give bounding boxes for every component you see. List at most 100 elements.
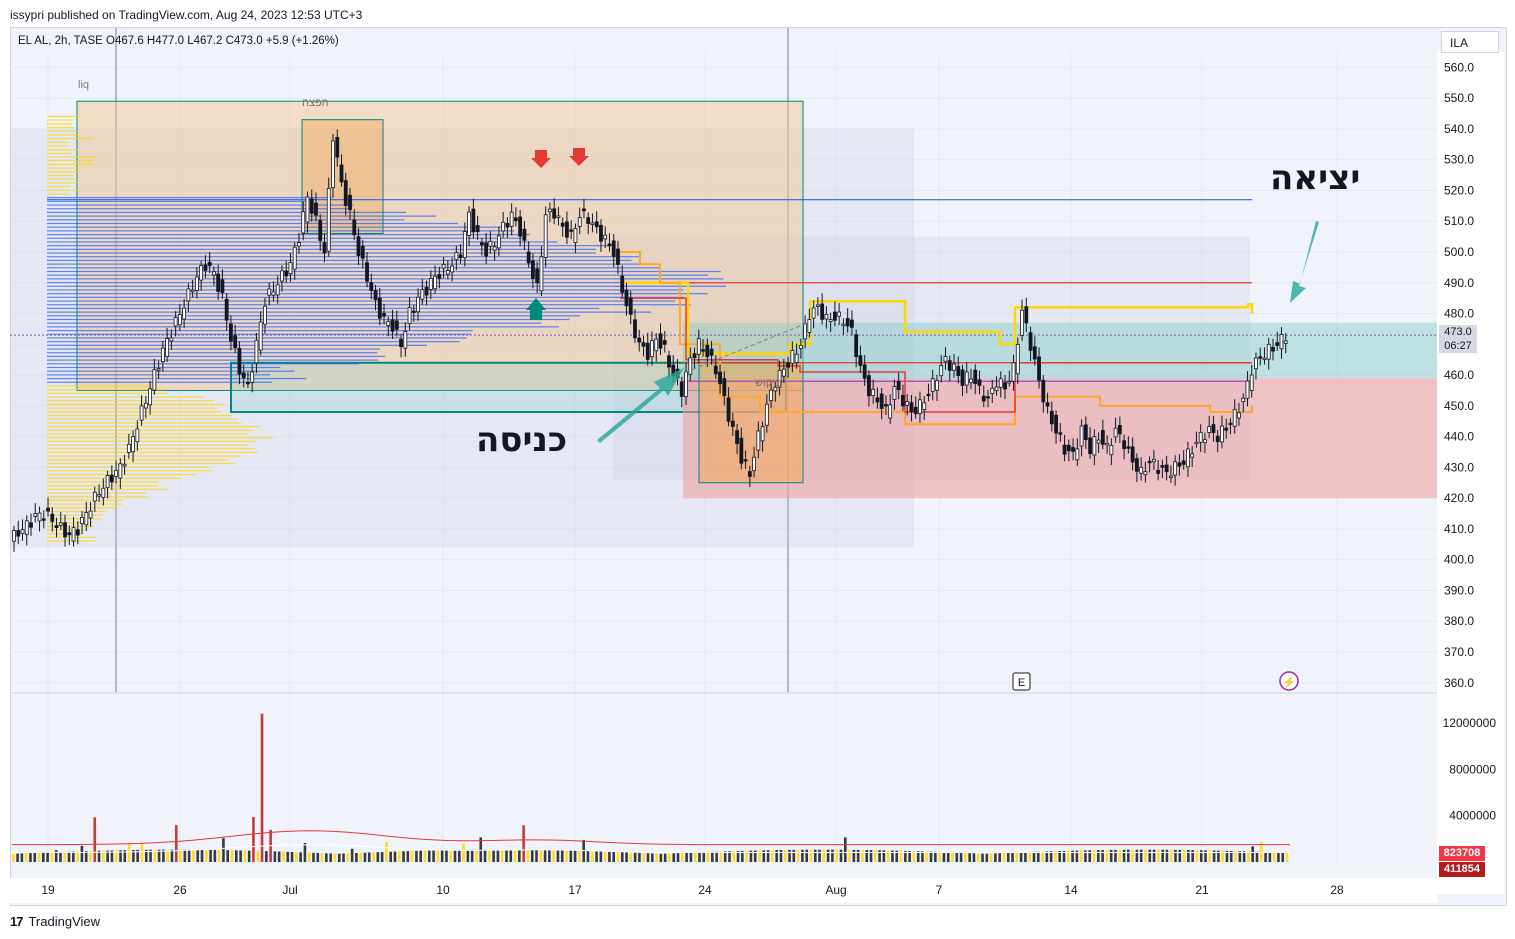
candle-body	[72, 528, 75, 541]
volume-bar	[591, 851, 594, 862]
volume-bar	[33, 853, 36, 862]
candle-body	[1127, 447, 1130, 449]
profile-bar	[47, 123, 72, 124]
y-tick-label: 540.0	[1444, 122, 1474, 136]
volume-bar	[218, 850, 221, 862]
candle-body	[221, 280, 224, 293]
y-tick-label: 400.0	[1444, 553, 1474, 567]
candle-body	[166, 339, 169, 357]
volume-bar	[724, 851, 727, 862]
volume-bar	[960, 853, 963, 862]
volume-bar	[454, 850, 457, 862]
candle-body	[668, 356, 671, 367]
candle-body	[608, 244, 611, 246]
profile-bar	[47, 160, 93, 161]
candle-body	[191, 290, 194, 292]
volume-bar	[557, 850, 560, 862]
candle-body	[1055, 415, 1058, 433]
volume-bar	[505, 850, 508, 862]
candle-body	[306, 197, 309, 222]
volume-bar	[1123, 850, 1126, 862]
candle-body	[804, 324, 807, 339]
candle-body	[770, 390, 773, 400]
volume-bar	[239, 850, 242, 862]
volume-bar	[231, 850, 234, 862]
y-tick-label: 360.0	[1444, 676, 1474, 690]
candle-body	[242, 373, 245, 378]
volume-bar	[282, 852, 285, 862]
volume-bar	[497, 850, 500, 862]
candle-body	[119, 464, 122, 478]
volume-bar	[870, 850, 873, 862]
volume-bar	[385, 842, 388, 862]
volume-bar	[698, 852, 701, 862]
volume-bar	[711, 852, 714, 862]
profile-bar	[47, 164, 93, 165]
volume-bar	[355, 853, 358, 862]
candle-body	[808, 319, 811, 332]
volume-bar	[1046, 851, 1049, 862]
candle-body	[519, 217, 522, 236]
volume-bar	[252, 817, 255, 862]
volume-tick-label: 12000000	[1443, 716, 1497, 730]
currency-selector[interactable]: ILA	[1441, 31, 1499, 53]
candle-body	[506, 223, 509, 227]
profile-bar	[47, 404, 225, 405]
candle-body	[961, 370, 964, 386]
profile-bar	[47, 145, 69, 146]
candle-body	[587, 218, 590, 224]
profile-bar	[47, 426, 261, 427]
volume-bar	[947, 852, 950, 862]
volume-bar	[1093, 850, 1096, 862]
tradingview-brand[interactable]: 17 TradingView	[10, 914, 100, 929]
candle-body	[1008, 382, 1011, 384]
candle-body	[17, 531, 20, 537]
volume-bar	[1148, 850, 1151, 862]
candle-body	[42, 519, 45, 521]
candle-body	[510, 212, 513, 226]
profile-bar	[47, 378, 306, 379]
volume-bar	[1003, 853, 1006, 862]
candle-body	[400, 339, 403, 346]
profile-bar	[47, 234, 530, 235]
volume-bar	[531, 850, 534, 862]
volume-bar	[1041, 852, 1044, 862]
volume-bar	[342, 854, 345, 862]
candle-body	[931, 379, 934, 392]
volume-bar	[1264, 852, 1267, 862]
candle-body	[782, 369, 785, 376]
candle-body	[863, 365, 866, 378]
candle-body	[425, 287, 428, 295]
candle-body	[1080, 426, 1083, 446]
candle-body	[21, 530, 24, 534]
candle-body	[816, 305, 819, 307]
volume-bar	[16, 854, 19, 862]
volume-bar	[1196, 850, 1199, 862]
profile-bar	[47, 444, 249, 445]
candle-body	[438, 274, 441, 278]
candle-body	[719, 372, 722, 384]
x-tick-label: 28	[1330, 883, 1344, 897]
candle-body	[927, 394, 930, 396]
demand-label: ביקוש	[755, 377, 782, 389]
candle-body	[1025, 307, 1028, 323]
volume-bar	[1011, 853, 1014, 862]
candle-body	[234, 336, 237, 348]
candle-body	[59, 523, 62, 525]
candle-body	[1029, 333, 1032, 351]
volume-bar	[539, 850, 542, 862]
volume-bar	[364, 853, 367, 862]
volume-bar	[63, 852, 66, 862]
candle-body	[238, 348, 241, 374]
profile-bar	[47, 415, 232, 416]
volume-bar	[467, 850, 470, 862]
volume-bar	[1007, 853, 1010, 862]
profile-bar	[47, 500, 123, 501]
candle-body	[263, 306, 266, 324]
candle-body	[838, 312, 841, 316]
profile-bar	[47, 348, 380, 349]
volume-bar	[565, 850, 568, 862]
candle-body	[884, 405, 887, 407]
volume-bar	[1114, 850, 1117, 862]
